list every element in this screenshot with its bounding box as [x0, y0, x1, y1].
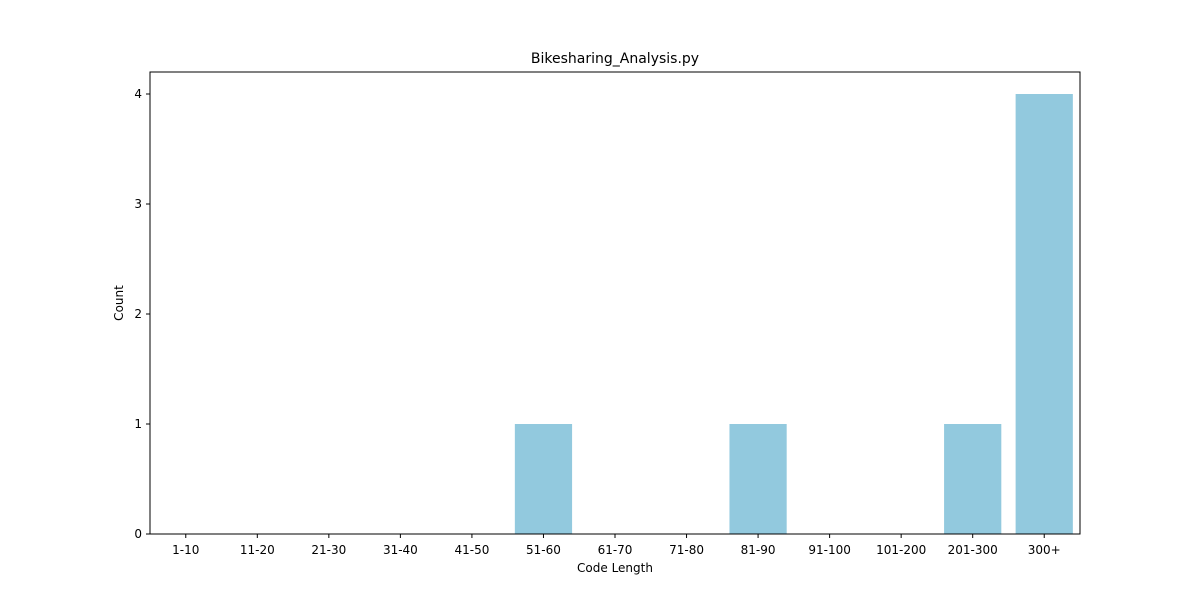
x-tick-label: 201-300: [948, 543, 998, 557]
x-tick-label: 61-70: [598, 543, 633, 557]
x-axis-label: Code Length: [577, 561, 653, 575]
x-tick-label: 300+: [1028, 543, 1061, 557]
x-tick-label: 41-50: [454, 543, 489, 557]
bar-51-60: [514, 424, 573, 534]
x-tick-label: 31-40: [383, 543, 418, 557]
bar-201-300: [944, 424, 1002, 534]
x-tick-label: 21-30: [311, 543, 346, 557]
chart-title: Bikesharing_Analysis.py: [531, 51, 699, 67]
bars-layer: [514, 94, 1073, 534]
x-tick-label: 71-80: [669, 543, 704, 557]
x-tick-label: 81-90: [741, 543, 776, 557]
x-axis: 1-10 11-20 21-30 31-40 41-50 51-60 61-70 71-80 8…: [172, 534, 1061, 557]
x-tick-label: 1-10: [172, 543, 199, 557]
y-tick-label: 0: [134, 527, 142, 541]
y-tick-label: 2: [134, 307, 142, 321]
bar-300+: [1015, 94, 1073, 534]
y-axis: 0 1 2 3 4: [134, 87, 150, 541]
bar-81-90: [729, 424, 787, 534]
x-tick-label: 101-200: [876, 543, 926, 557]
x-tick-label: 51-60: [526, 543, 561, 557]
y-tick-label: 4: [134, 87, 142, 101]
y-axis-label: Count: [112, 285, 126, 321]
plot-frame: [149, 71, 1081, 535]
y-tick-label: 1: [134, 417, 142, 431]
x-tick-label: 11-20: [240, 543, 275, 557]
y-tick-label: 3: [134, 197, 142, 211]
x-tick-label: 91-100: [808, 543, 851, 557]
